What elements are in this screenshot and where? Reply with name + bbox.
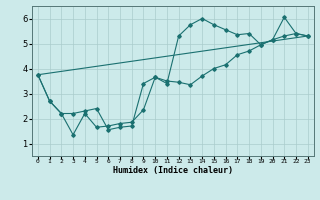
X-axis label: Humidex (Indice chaleur): Humidex (Indice chaleur) [113,166,233,175]
